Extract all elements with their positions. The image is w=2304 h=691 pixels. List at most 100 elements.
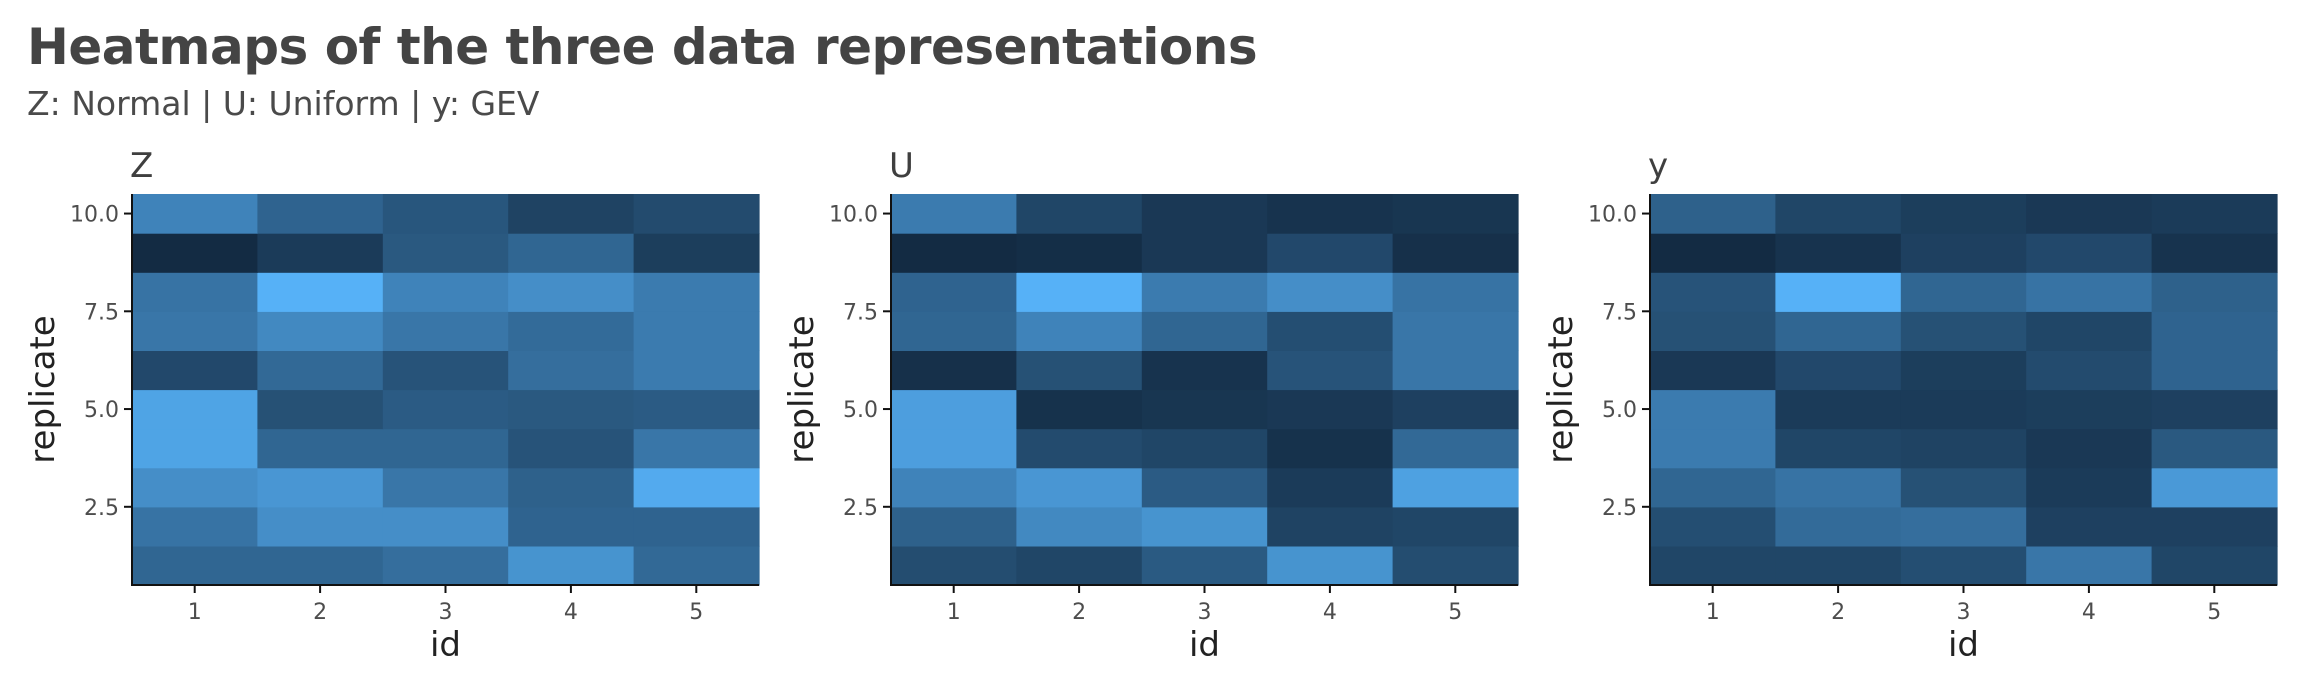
x-axis-title: id [1189,625,1220,665]
heatmap-cell [132,350,258,391]
x-tick-label: 3 [1957,600,1971,625]
heatmap-cell [1775,389,1902,430]
heatmap-cell [1016,389,1143,430]
x-tick-label: 5 [689,600,703,625]
heatmap-cell [508,233,635,273]
heatmap-cell [1900,389,2027,430]
heatmap-cell [633,467,760,508]
x-axis-title: id [1948,625,1979,665]
heatmap-cell [1392,194,1519,234]
y-tick-label: 2.5 [843,496,878,521]
heatmap-cell [1900,506,2027,547]
heatmap-cell [132,467,258,508]
heatmap-cell [1650,272,1776,312]
heatmap-cell [1775,467,1902,508]
heatmap-cell [2026,272,2153,312]
heatmap-cell [382,350,509,391]
heatmap-cell [1650,350,1776,391]
heatmap-cell [1016,467,1143,508]
x-tick-label: 2 [1072,600,1086,625]
heatmap-cell [382,428,509,469]
panel-title: y [1648,146,1668,186]
heatmap-cell [633,311,760,351]
heatmap-cell [2151,428,2278,469]
y-tick-label: 10.0 [70,203,119,228]
heatmap-cell [891,194,1017,234]
heatmap-cell [1650,545,1776,586]
heatmap-cell [1775,194,1902,234]
heatmap-cell [891,350,1017,391]
heatmap-cell [1650,389,1776,430]
heatmap-cell [382,194,509,234]
heatmap-cell [1392,311,1519,351]
heatmap-cell [257,428,384,469]
heatmap-cell [132,311,258,351]
heatmap-cell [1900,311,2027,351]
x-tick-label: 1 [947,600,961,625]
heatmap-cell [1650,428,1776,469]
x-tick-label: 4 [564,600,578,625]
heatmap-cell [891,545,1017,586]
heatmap-cell [1267,467,1394,508]
x-tick-label: 1 [1706,600,1720,625]
heatmap-cell [132,233,258,273]
heatmap-cell [1141,233,1268,273]
heatmap-cell [382,272,509,312]
y-tick-label: 2.5 [84,496,119,521]
heatmap-cell [1900,272,2027,312]
heatmap-cell [382,389,509,430]
heatmap-cell [508,428,635,469]
heatmap-cell [257,545,384,586]
heatmap-cell [382,545,509,586]
heatmap-cell [257,389,384,430]
heatmap-cell [2026,350,2153,391]
heatmap-cell [1016,194,1143,234]
y-tick-label: 2.5 [1602,496,1637,521]
heatmap-cell [1775,272,1902,312]
heatmap-cell [2151,389,2278,430]
heatmap-cell [2151,350,2278,391]
heatmap-cell [1141,545,1268,586]
heatmap-cell [257,467,384,508]
heatmap-cell [257,194,384,234]
heatmap-cell [1141,428,1268,469]
heatmap-cell [1267,194,1394,234]
heatmap-cell [257,272,384,312]
y-tick-label: 7.5 [84,300,119,325]
heatmap-cell [1900,467,2027,508]
heatmap-cell [508,506,635,547]
heatmap-cell [2151,506,2278,547]
heatmap-cell [633,389,760,430]
heatmap-cell [508,545,635,586]
heatmap-cell [891,311,1017,351]
heatmap-cell [1775,428,1902,469]
y-axis-title: replicate [23,315,63,463]
heatmap-cell [257,233,384,273]
heatmap-cell [891,389,1017,430]
heatmap-cell [2026,506,2153,547]
heatmap-cell [1650,194,1776,234]
x-tick-label: 3 [439,600,453,625]
heatmap-cell [1650,311,1776,351]
heatmap-cell [1141,272,1268,312]
heatmap-cell [1900,194,2027,234]
heatmap-cell [1392,545,1519,586]
heatmap-cell [508,467,635,508]
heatmap-cell [1267,233,1394,273]
heatmap-cell [1267,545,1394,586]
heatmap-cell [633,506,760,547]
heatmap-cell [508,311,635,351]
heatmap-cell [2026,428,2153,469]
y-axis-title: replicate [782,315,822,463]
heatmap-cell [2151,194,2278,234]
heatmap-cell [1775,545,1902,586]
heatmap-cell [382,233,509,273]
x-tick-label: 4 [1323,600,1337,625]
heatmap-cell [891,467,1017,508]
y-axis-title: replicate [1541,315,1581,463]
heatmap-cell [1775,506,1902,547]
heatmap-cell [633,272,760,312]
heatmap-cell [891,506,1017,547]
chart-subtitle: Z: Normal | U: Uniform | y: GEV [27,84,540,123]
